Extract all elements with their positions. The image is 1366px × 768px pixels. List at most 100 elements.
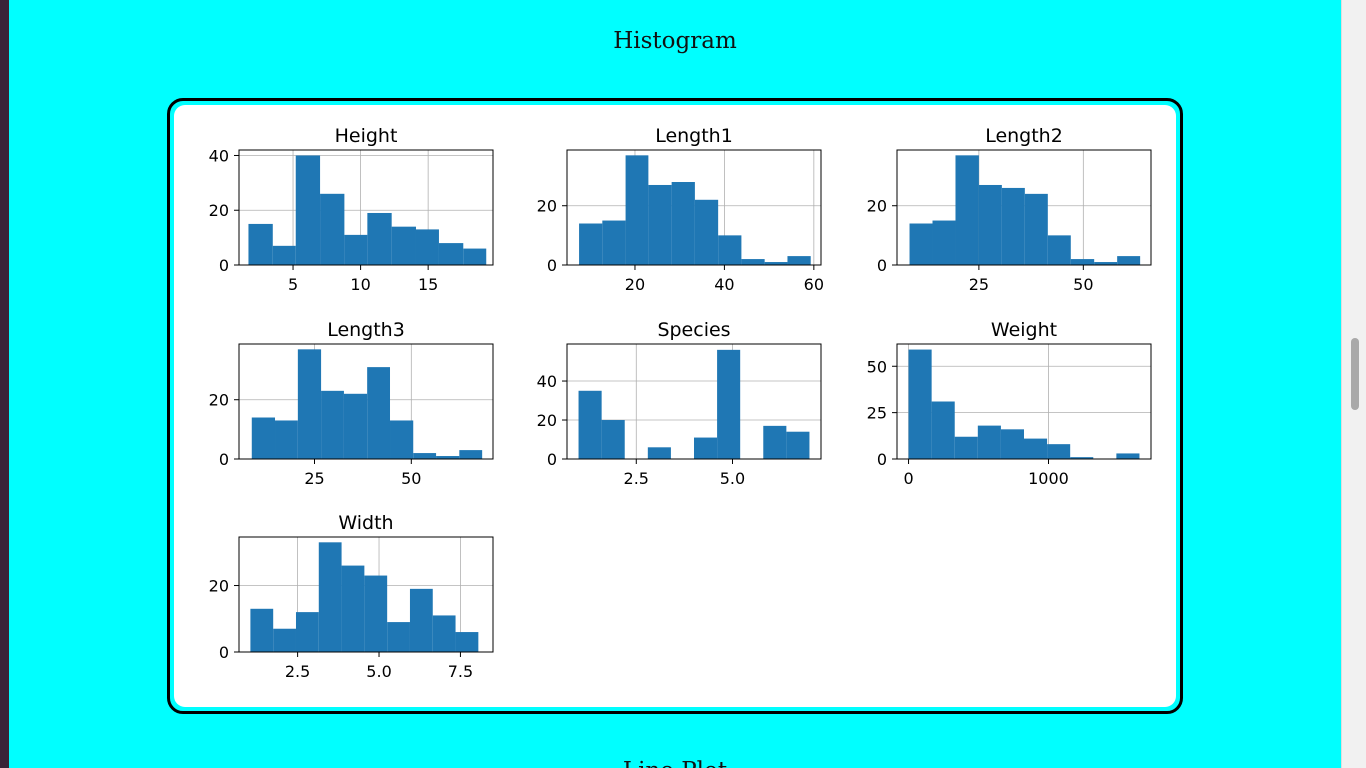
length1-bar <box>625 155 649 265</box>
length1-bar <box>671 182 695 265</box>
species-bar <box>601 420 625 459</box>
length3-bar <box>413 453 437 459</box>
histogram-grid-svg: Height 5 10 15 0 20 40 Length1 20 40 60 0 20 Length2 2… <box>209 125 1152 681</box>
width-bar <box>364 575 388 652</box>
length3-bar <box>390 420 414 459</box>
weight-x-tick-label: 1000 <box>1028 469 1069 488</box>
height-bar <box>320 193 345 265</box>
histogram-figure: Height 5 10 15 0 20 40 Length1 20 40 60 0 20 Length2 2… <box>174 105 1176 707</box>
height-bar <box>415 229 439 265</box>
weight-bar <box>954 436 978 459</box>
length1-x-tick-label: 40 <box>714 275 734 294</box>
height-y-tick-label: 40 <box>209 146 229 165</box>
height-y-tick-label: 0 <box>219 256 229 275</box>
length1-x-tick-label: 60 <box>804 275 824 294</box>
length2-axes-frame <box>896 149 1152 266</box>
height-bar <box>344 234 368 265</box>
length1-bar <box>579 223 603 265</box>
height-bar <box>295 155 321 265</box>
species-axes-frame <box>566 343 822 460</box>
width-y-tick-label: 20 <box>209 577 229 596</box>
length2-bar <box>932 220 956 265</box>
width-axes-frame <box>238 536 494 653</box>
species-bar <box>763 425 787 459</box>
height-x-tick-label: 15 <box>418 275 438 294</box>
species-title: Species <box>657 319 730 341</box>
species-y-tick-label: 0 <box>547 450 557 469</box>
length3-x-tick-label: 50 <box>401 469 421 488</box>
weight-bar <box>1047 444 1071 459</box>
length1-axes-frame <box>566 149 822 266</box>
height-title: Height <box>335 125 398 147</box>
length1-bar <box>718 235 742 265</box>
width-bar <box>341 565 365 652</box>
height-x-tick-label: 5 <box>288 275 298 294</box>
length2-x-tick-label: 25 <box>969 275 989 294</box>
length3-bar <box>321 390 344 459</box>
weight-axes-frame <box>896 343 1152 460</box>
height-axes-frame <box>238 149 494 266</box>
length1-x-tick-label: 20 <box>625 275 645 294</box>
height-histogram: Height 5 10 15 0 20 40 <box>209 125 494 294</box>
length2-bar <box>1001 187 1025 265</box>
length3-bar <box>297 349 322 459</box>
length3-histogram: Length3 25 50 0 20 <box>209 319 494 488</box>
height-bar <box>248 223 273 265</box>
width-bar <box>455 632 479 652</box>
length1-histogram: Length1 20 40 60 0 20 <box>537 125 824 294</box>
weight-bar <box>931 401 955 459</box>
length3-y-tick-label: 0 <box>219 450 229 469</box>
length2-bar <box>1117 256 1141 265</box>
width-x-tick-label: 2.5 <box>285 662 310 681</box>
length2-title: Length2 <box>985 125 1063 147</box>
width-x-tick-label: 5.0 <box>366 662 391 681</box>
scrollbar-thumb[interactable] <box>1351 338 1359 410</box>
length2-bar <box>955 155 979 265</box>
width-bar <box>318 542 342 652</box>
height-bar <box>391 226 416 265</box>
length1-y-tick-label: 20 <box>537 197 557 216</box>
width-title: Width <box>338 512 393 534</box>
species-x-tick-label: 5.0 <box>720 469 745 488</box>
species-x-tick-label: 2.5 <box>624 469 649 488</box>
weight-y-tick-label: 50 <box>867 357 887 376</box>
species-bar <box>786 431 810 459</box>
length1-bar <box>602 220 626 265</box>
length3-bar <box>275 420 298 459</box>
height-bar <box>367 212 392 265</box>
species-y-tick-label: 20 <box>537 411 557 430</box>
length3-y-tick-label: 20 <box>209 391 229 410</box>
histogram-figure-frame: Height 5 10 15 0 20 40 Length1 20 40 60 0 20 Length2 2… <box>167 98 1183 714</box>
length3-x-tick-label: 25 <box>304 469 324 488</box>
weight-title: Weight <box>991 319 1057 341</box>
length3-bar <box>367 367 391 459</box>
length3-axes-frame <box>238 343 494 460</box>
length2-bar <box>978 184 1002 265</box>
weight-bar <box>1070 457 1094 459</box>
histogram-section-title: Histogram <box>613 28 737 54</box>
left-window-edge <box>0 0 9 768</box>
height-x-tick-label: 10 <box>350 275 370 294</box>
length2-y-tick-label: 20 <box>867 197 887 216</box>
length1-bar <box>741 259 765 265</box>
length3-title: Length3 <box>327 319 405 341</box>
width-histogram: Width 2.5 5.0 7.5 0 20 <box>209 512 494 681</box>
width-bar <box>409 588 433 652</box>
weight-x-tick-label: 0 <box>903 469 913 488</box>
weight-bar <box>1000 429 1024 459</box>
species-histogram: Species 2.5 5.0 0 20 40 <box>537 319 822 488</box>
length2-bar <box>1047 235 1071 265</box>
width-bar <box>295 612 319 652</box>
vertical-scrollbar[interactable] <box>1341 0 1366 768</box>
length1-y-tick-label: 0 <box>547 256 557 275</box>
length2-x-tick-label: 50 <box>1073 275 1093 294</box>
weight-bar <box>908 349 932 459</box>
length3-bar <box>459 450 483 459</box>
length2-bar <box>1024 193 1048 265</box>
weight-y-tick-label: 25 <box>867 404 887 423</box>
page-content: Histogram Height 5 10 15 0 20 40 Length1 20 40 60 0… <box>9 0 1341 768</box>
width-bar <box>250 608 274 652</box>
length3-bar <box>251 417 276 459</box>
length1-title: Length1 <box>655 125 733 147</box>
width-bar <box>432 615 456 652</box>
